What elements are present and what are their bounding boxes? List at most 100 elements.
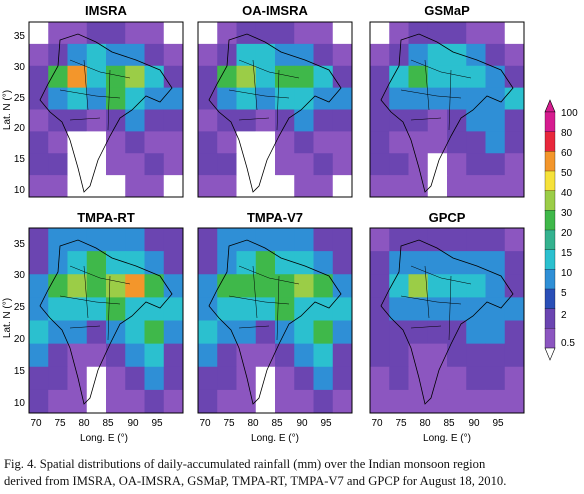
rainfall-cell [370,65,390,89]
rainfall-cell [408,366,429,391]
rainfall-cell [294,87,314,110]
lon-tick: 75 [54,418,66,429]
rainfall-cell [408,87,429,110]
lon-axis-3: 70 75 80 85 90 95 Long. E (°) [371,418,504,444]
rainfall-cell [313,297,334,321]
rainfall-cell [389,43,409,67]
rainfall-cell [198,343,218,368]
rainfall-cell [236,65,257,89]
rainfall-cell [125,389,145,413]
rainfall-cell [29,274,49,298]
rainfall-cell [427,251,448,275]
rainfall-cell [275,175,295,197]
rainfall-cell [370,251,390,275]
rainfall-cell [106,22,126,45]
lon-tick: 95 [151,418,163,429]
rainfall-cell [106,366,126,391]
rainfall-cell [294,228,314,252]
rainfall-cell [29,65,49,89]
lat-axis-top: 35 30 25 20 15 10 Lat. N (°) [2,31,25,196]
rainfall-cell [217,343,237,368]
lon-tick: 80 [78,418,90,429]
lat-tick: 20 [14,123,26,134]
rainfall-cell [427,297,448,321]
rainfall-cell [466,87,486,110]
state-borders [59,59,131,131]
rainfall-cell [389,366,409,391]
rainfall-cell [408,320,429,345]
rainfall-cell [466,297,486,321]
rainfall-cell [255,389,276,413]
lon-tick: 90 [468,418,480,429]
rainfall-cell [198,389,218,413]
caption-line: Fig. 4. Spatial distributions of daily-a… [4,457,486,471]
rainfall-cell [163,343,183,368]
rainfall-cell [67,175,88,197]
rainfall-cell [236,22,257,45]
rainfall-cell [485,153,506,176]
rainfall-cell [427,65,448,89]
rainfall-cell [125,366,145,391]
rainfall-cell [389,87,409,110]
rainfall-cell [29,251,49,275]
rainfall-cell [125,228,145,252]
y-axis-label: Lat. N (°) [2,90,13,130]
rainfall-cell [125,320,145,345]
rainfall-cell [29,343,49,368]
rainfall-cell [67,389,88,413]
rainfall-cell [163,251,183,275]
rainfall-cell [144,43,165,67]
colorbar-segment [544,249,556,270]
rainfall-cell [313,43,334,67]
lon-tick: 85 [271,418,283,429]
rainfall-cell [144,274,165,298]
rainfall-cell [67,251,88,275]
rainfall-cell [86,251,107,275]
rainfall-cell [466,274,486,298]
rainfall-cell [447,22,467,45]
rainfall-cell [294,43,314,67]
lon-tick: 95 [492,418,504,429]
rainfall-cell [408,65,429,89]
india-outline [380,33,514,193]
rainfall-cell [106,274,126,298]
rainfall-cell [67,22,88,45]
lon-axis-1: 70 75 80 85 90 95 Long. E (°) [30,418,163,444]
rainfall-cell [447,109,467,132]
rainfall-cell [236,389,257,413]
rainfall-cell [466,366,486,391]
panel-tmpa-rt: TMPA-RT [28,210,184,414]
rainfall-cell [198,109,218,132]
rainfall-cell [125,343,145,368]
rainfall-cell [466,228,486,252]
rainfall-cell [294,320,314,345]
rainfall-cell [125,22,145,45]
lon-tick: 70 [199,418,211,429]
rainfall-cell [163,274,183,298]
rainfall-cell [504,366,524,391]
rainfall-cell [275,389,295,413]
rainfall-cell [163,109,183,132]
rainfall-cell [485,65,506,89]
rainfall-cell [198,43,218,67]
rainfall-cell [466,320,486,345]
rainfall-cell [67,87,88,110]
rainfall-cell [447,65,467,89]
rainfall-cell [255,43,276,67]
rainfall-cell [198,251,218,275]
rainfall-cell [466,43,486,67]
rainfall-cell [504,65,524,89]
rainfall-cell [466,109,486,132]
colorbar-segment [544,229,556,251]
rainfall-cell [332,153,352,176]
state-borders [400,59,472,131]
lat-tick: 30 [14,62,26,73]
rainfall-cell [332,228,352,252]
rainfall-cell [408,389,429,413]
x-axis-label: Long. E (°) [80,433,128,444]
rainfall-cell [332,43,352,67]
rainfall-cell [217,389,237,413]
rainfall-cell [29,228,49,252]
rainfall-cell [29,109,49,132]
rainfall-cell [504,297,524,321]
